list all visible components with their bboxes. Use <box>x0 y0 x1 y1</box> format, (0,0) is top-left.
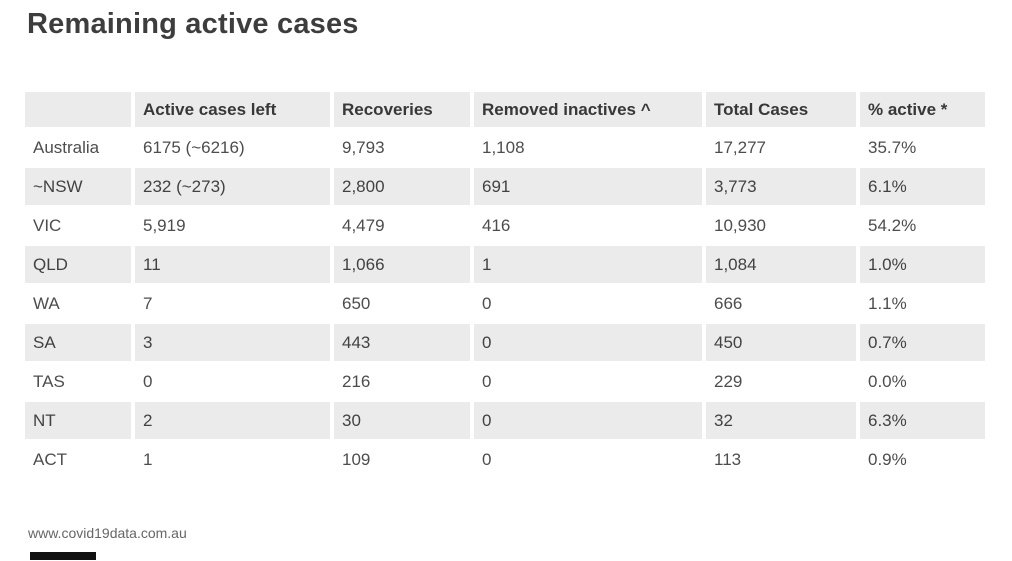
cell: 0 <box>474 285 702 322</box>
cell: 416 <box>474 207 702 244</box>
cell: 1,066 <box>334 246 470 283</box>
cell: 17,277 <box>706 129 856 166</box>
cell: 0 <box>474 441 702 478</box>
header-row: Active cases left Recoveries Removed inact… <box>25 92 985 127</box>
row-label: SA <box>25 324 131 361</box>
page-title: Remaining active cases <box>27 8 359 40</box>
table-body: Australia 6175 (~6216) 9,793 1,108 17,277 35.… <box>25 129 985 478</box>
cell: 113 <box>706 441 856 478</box>
row-label: TAS <box>25 363 131 400</box>
table-row: TAS 0 216 0 229 0.0% <box>25 363 985 400</box>
cell: 3,773 <box>706 168 856 205</box>
row-label: Australia <box>25 129 131 166</box>
table-header: Active cases left Recoveries Removed inact… <box>25 92 985 127</box>
cell: 30 <box>334 402 470 439</box>
cell: 6175 (~6216) <box>135 129 330 166</box>
cell: 0 <box>474 402 702 439</box>
cell: 691 <box>474 168 702 205</box>
column-header-empty <box>25 92 131 127</box>
cell: 1.0% <box>860 246 985 283</box>
cell: 1.1% <box>860 285 985 322</box>
row-label: QLD <box>25 246 131 283</box>
column-header: Active cases left <box>135 92 330 127</box>
cell: 6.3% <box>860 402 985 439</box>
cell: 232 (~273) <box>135 168 330 205</box>
cell: 1,108 <box>474 129 702 166</box>
row-label: NT <box>25 402 131 439</box>
cell: 650 <box>334 285 470 322</box>
column-header: Recoveries <box>334 92 470 127</box>
cell: 1 <box>474 246 702 283</box>
row-label: ~NSW <box>25 168 131 205</box>
cell: 0 <box>135 363 330 400</box>
cell: 9,793 <box>334 129 470 166</box>
cell: 0.7% <box>860 324 985 361</box>
table-row: ~NSW 232 (~273) 2,800 691 3,773 6.1% <box>25 168 985 205</box>
row-label: ACT <box>25 441 131 478</box>
table-row: VIC 5,919 4,479 416 10,930 54.2% <box>25 207 985 244</box>
cell: 0.0% <box>860 363 985 400</box>
cell: 11 <box>135 246 330 283</box>
cell: 6.1% <box>860 168 985 205</box>
cell: 32 <box>706 402 856 439</box>
column-header: Removed inactives ^ <box>474 92 702 127</box>
cell: 4,479 <box>334 207 470 244</box>
active-cases-table: Active cases left Recoveries Removed inact… <box>21 90 989 480</box>
cell: 450 <box>706 324 856 361</box>
cell: 5,919 <box>135 207 330 244</box>
cell: 1,084 <box>706 246 856 283</box>
cell: 666 <box>706 285 856 322</box>
cell: 216 <box>334 363 470 400</box>
brand-bar <box>30 552 96 560</box>
cell: 54.2% <box>860 207 985 244</box>
source-link[interactable]: www.covid19data.com.au <box>28 525 187 541</box>
cell: 1 <box>135 441 330 478</box>
cell: 443 <box>334 324 470 361</box>
cell: 7 <box>135 285 330 322</box>
row-label: WA <box>25 285 131 322</box>
table-row: SA 3 443 0 450 0.7% <box>25 324 985 361</box>
cell: 0 <box>474 363 702 400</box>
row-label: VIC <box>25 207 131 244</box>
table-row: QLD 11 1,066 1 1,084 1.0% <box>25 246 985 283</box>
table-row: Australia 6175 (~6216) 9,793 1,108 17,277 35.… <box>25 129 985 166</box>
table-row: ACT 1 109 0 113 0.9% <box>25 441 985 478</box>
column-header: % active * <box>860 92 985 127</box>
table-row: NT 2 30 0 32 6.3% <box>25 402 985 439</box>
cell: 2,800 <box>334 168 470 205</box>
column-header: Total Cases <box>706 92 856 127</box>
cell: 35.7% <box>860 129 985 166</box>
cell: 0.9% <box>860 441 985 478</box>
cell: 229 <box>706 363 856 400</box>
cell: 109 <box>334 441 470 478</box>
cell: 2 <box>135 402 330 439</box>
table-row: WA 7 650 0 666 1.1% <box>25 285 985 322</box>
cell: 10,930 <box>706 207 856 244</box>
cell: 0 <box>474 324 702 361</box>
cell: 3 <box>135 324 330 361</box>
